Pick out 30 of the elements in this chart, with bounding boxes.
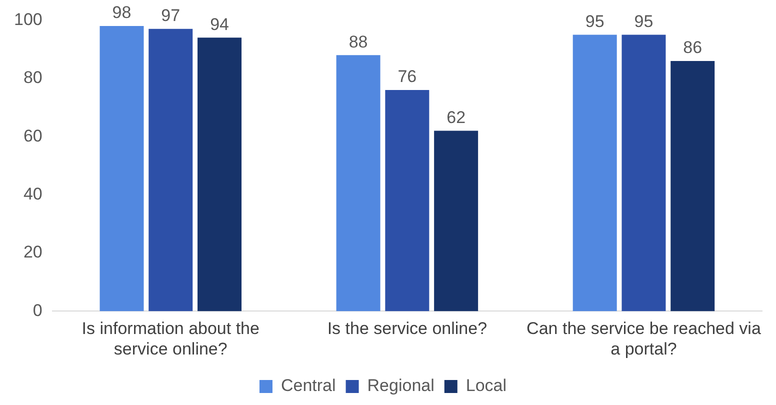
data-label: 95	[634, 12, 654, 31]
y-tick-label: 100	[14, 10, 42, 29]
data-label: 62	[446, 108, 466, 127]
data-label: 98	[112, 3, 132, 22]
y-tick-label: 20	[23, 242, 42, 262]
legend-label: Central	[280, 376, 336, 396]
data-label: 86	[683, 38, 702, 58]
bar	[148, 28, 193, 312]
bar	[622, 34, 666, 312]
bar	[434, 130, 478, 312]
bar	[670, 60, 715, 312]
data-label: 97	[161, 6, 180, 26]
bar	[336, 55, 380, 312]
bar	[572, 34, 617, 312]
data-label: 94	[210, 14, 229, 34]
bar	[198, 38, 242, 312]
legend-label: Local	[466, 376, 507, 396]
data-label: 95	[585, 12, 604, 31]
x-tick-label: Is the service online?	[327, 319, 488, 338]
data-label: 76	[398, 67, 417, 86]
x-tick-label: Can the service be reached via a portal?	[526, 319, 762, 358]
data-label: 88	[348, 32, 368, 52]
y-tick-label: 80	[23, 68, 42, 88]
y-tick-label: 40	[23, 184, 42, 204]
bar	[100, 26, 144, 312]
legend-label: Regional	[367, 376, 434, 396]
bar	[385, 90, 430, 312]
x-tick-label: Is information about the service online?	[82, 319, 260, 358]
y-tick-label: 0	[32, 300, 42, 320]
y-tick-label: 60	[23, 126, 42, 146]
